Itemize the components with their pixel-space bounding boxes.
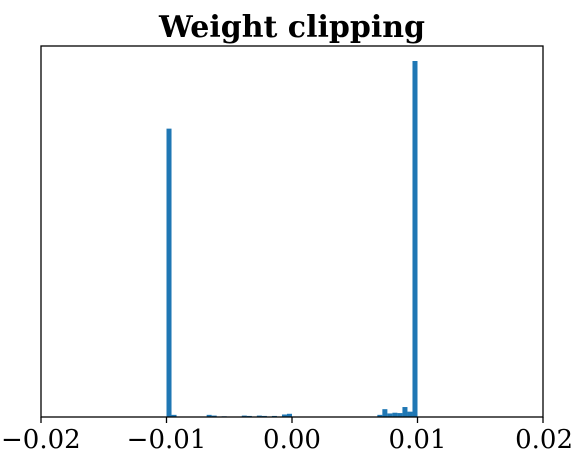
- histogram-bar: [387, 413, 393, 417]
- histogram-bar: [382, 409, 388, 417]
- histogram-bar: [206, 414, 212, 417]
- chart-title: Weight clipping: [158, 10, 425, 45]
- x-axis-ticks: −0.02 −0.01 0.00 0.01 0.02: [1, 417, 573, 455]
- histogram-bar: [281, 414, 287, 417]
- histogram-bar: [241, 415, 247, 417]
- histogram-bar: [286, 413, 292, 417]
- x-tick-label: −0.01: [127, 425, 207, 455]
- histogram-bar: [256, 415, 262, 417]
- histogram-bar: [392, 412, 398, 417]
- histogram-bar: [412, 61, 418, 417]
- histogram-bar: [377, 414, 383, 417]
- histogram-bar: [166, 128, 172, 417]
- x-tick-label: 0.00: [263, 425, 321, 455]
- x-tick-label: −0.02: [1, 425, 81, 455]
- histogram-bar: [171, 414, 177, 417]
- histogram-bar: [407, 411, 413, 417]
- x-tick-label: 0.02: [515, 425, 573, 455]
- histogram-bars: [166, 61, 418, 417]
- histogram-bar: [397, 413, 403, 417]
- plot-frame: [40, 45, 544, 418]
- histogram-bar: [211, 415, 217, 417]
- histogram-bar: [402, 407, 408, 417]
- x-tick-label: 0.01: [389, 425, 447, 455]
